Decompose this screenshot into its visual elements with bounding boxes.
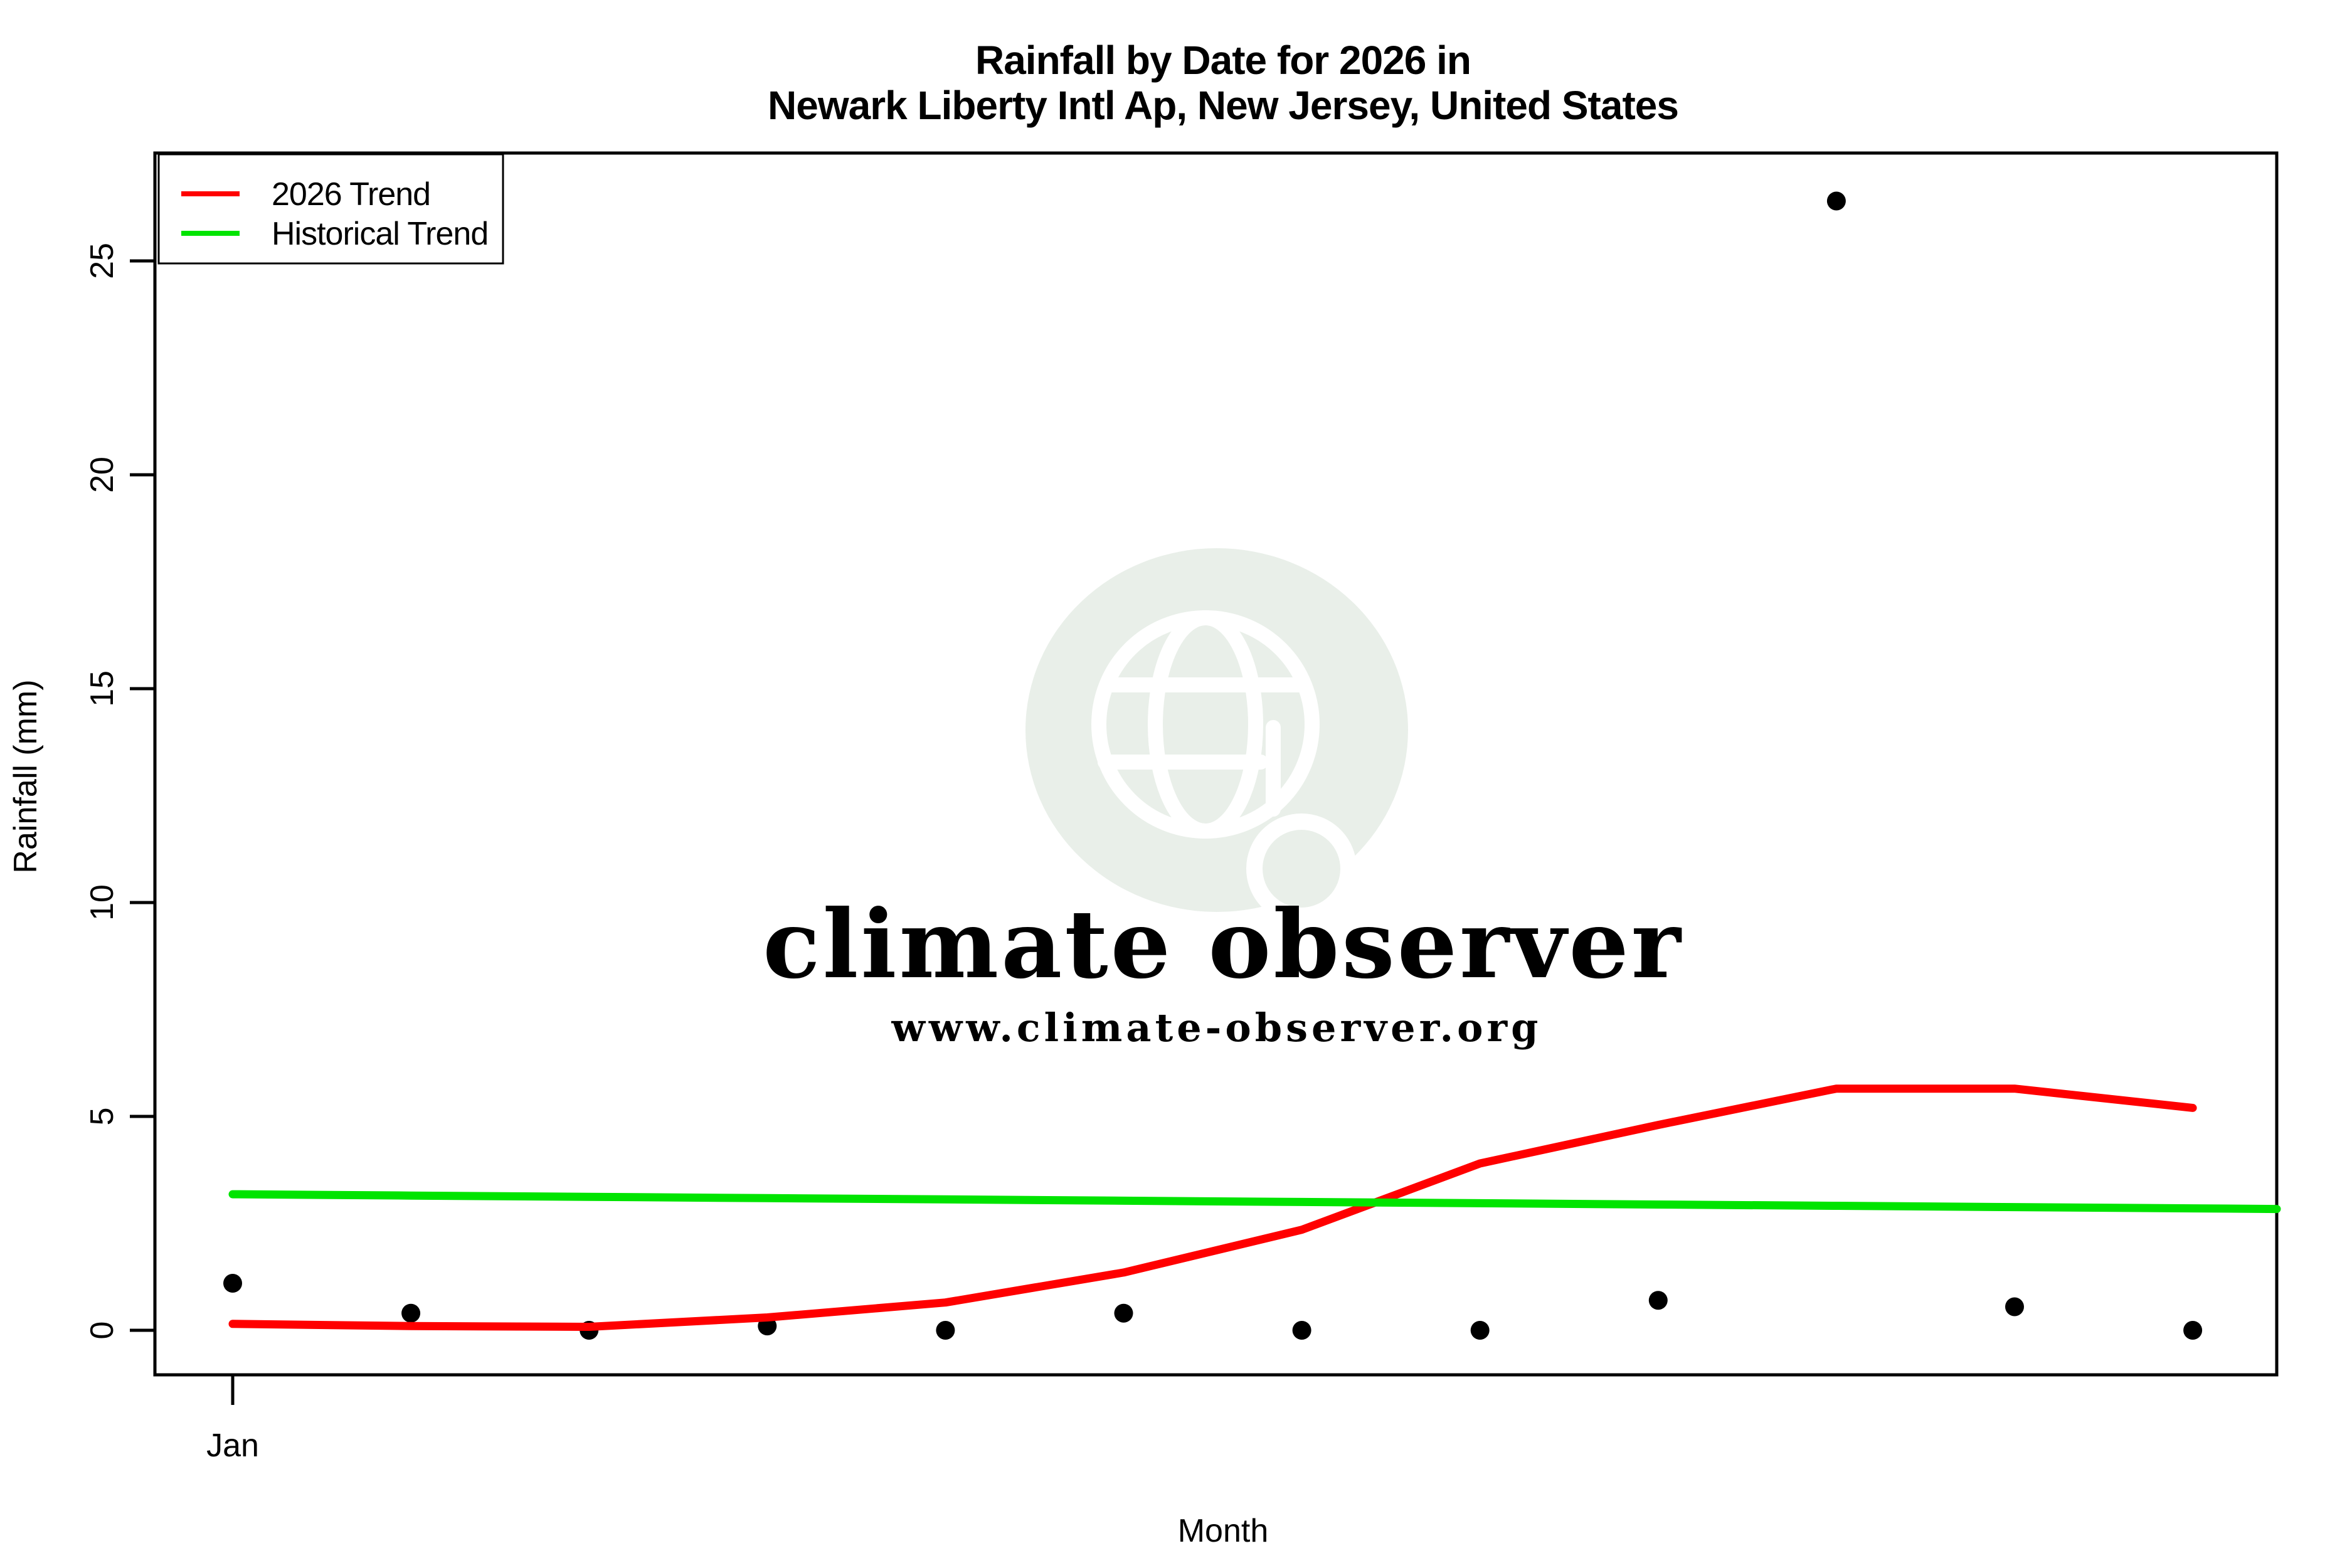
legend-label-2026-trend: 2026 Trend <box>272 176 430 213</box>
x-axis-title: Month <box>1178 1513 1269 1549</box>
watermark: climate observer www.climate-observer.or… <box>763 548 1683 1051</box>
y-tick-label: 25 <box>84 243 120 279</box>
data-point <box>1114 1303 1133 1323</box>
data-point <box>1470 1321 1490 1340</box>
scatter-points <box>223 191 2203 1340</box>
globe-magnifier-icon <box>1091 610 1372 950</box>
plot-border <box>153 151 2279 1377</box>
y-tick-label: 10 <box>84 884 120 921</box>
watermark-url-text: www.climate-observer.org <box>891 1005 1542 1051</box>
data-point <box>2005 1297 2024 1316</box>
chart-title-line2: Newark Liberty Intl Ap, New Jersey, Unit… <box>768 83 1678 128</box>
y-axis-title: Rainfall (mm) <box>8 679 44 873</box>
data-point <box>1826 191 1846 211</box>
y-tick-label: 5 <box>84 1108 120 1126</box>
y-axis: 0 5 10 15 20 25 <box>84 243 155 1339</box>
x-axis: Jan <box>206 1375 259 1464</box>
trend-line-2026 <box>228 1084 2197 1331</box>
watermark-brand-text: climate observer <box>763 889 1683 1000</box>
chart-title-line1: Rainfall by Date for 2026 in <box>975 38 1471 83</box>
series-layer <box>223 191 2281 1340</box>
y-tick-label: 0 <box>84 1322 120 1340</box>
x-tick-label: Jan <box>206 1428 259 1464</box>
chart-title: Rainfall by Date for 2026 in Newark Libe… <box>768 38 1679 128</box>
data-point <box>223 1273 242 1293</box>
legend-box <box>157 153 504 265</box>
legend: 2026 Trend Historical Trend <box>157 153 504 265</box>
y-tick-label: 15 <box>84 670 120 707</box>
data-point <box>1648 1291 1668 1310</box>
data-point <box>936 1321 955 1340</box>
y-tick-label: 20 <box>84 457 120 493</box>
data-point <box>2183 1321 2203 1340</box>
historical-trend-line <box>228 1190 2281 1214</box>
legend-label-historical-trend: Historical Trend <box>272 216 488 252</box>
data-point <box>1292 1321 1311 1340</box>
data-point <box>401 1303 421 1323</box>
